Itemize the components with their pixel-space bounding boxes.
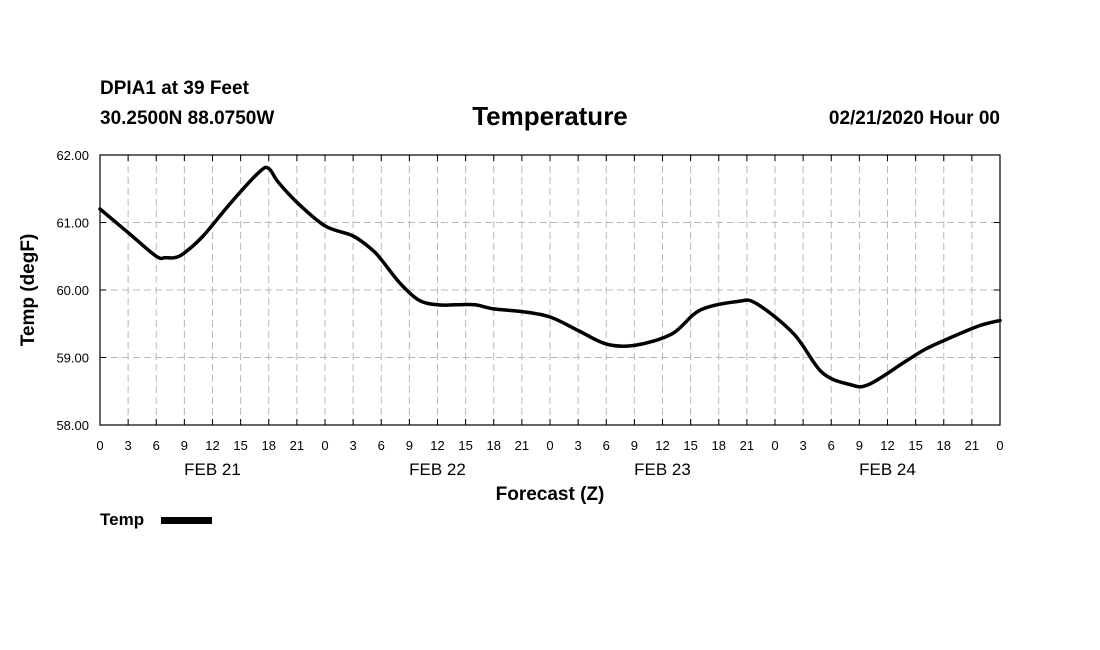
legend-label: Temp	[100, 510, 144, 529]
x-tick-label: 0	[546, 438, 553, 453]
x-tick-label: 18	[262, 438, 276, 453]
y-tick-label: 60.00	[56, 283, 89, 298]
x-tick-label: 6	[603, 438, 610, 453]
chart-title: Temperature	[472, 101, 628, 131]
x-tick-label: 0	[771, 438, 778, 453]
day-label: FEB 21	[184, 460, 241, 479]
x-axis-title: Forecast (Z)	[496, 484, 605, 505]
x-tick-label: 15	[683, 438, 697, 453]
x-tick-label: 18	[487, 438, 501, 453]
x-tick-label: 9	[181, 438, 188, 453]
y-axis-title: Temp (degF)	[18, 234, 39, 347]
x-tick-label: 15	[458, 438, 472, 453]
x-tick-label: 18	[712, 438, 726, 453]
y-tick-label: 62.00	[56, 148, 89, 163]
x-tick-label: 0	[996, 438, 1003, 453]
y-tick-labels: 58.00 59.00 60.00 61.00 62.00	[56, 148, 89, 433]
x-tick-label: 18	[937, 438, 951, 453]
x-tick-label: 3	[350, 438, 357, 453]
x-tick-label: 9	[631, 438, 638, 453]
x-tick-labels: 0 3 6 9 12 15 18 21 0 3 6 9 12 15 18 21 0 3 6 9 12 15 18 21 0 3 6 9…	[96, 438, 1003, 453]
x-tick-label: 6	[153, 438, 160, 453]
axis-ticks	[99, 154, 1001, 426]
y-tick-label: 61.00	[56, 216, 89, 231]
day-labels: FEB 21 FEB 22 FEB 23 FEB 24	[184, 460, 916, 479]
x-tick-label: 0	[321, 438, 328, 453]
day-label: FEB 22	[409, 460, 466, 479]
day-label: FEB 23	[634, 460, 691, 479]
x-tick-label: 9	[856, 438, 863, 453]
day-label: FEB 24	[859, 460, 916, 479]
x-tick-label: 12	[430, 438, 444, 453]
x-tick-label: 3	[125, 438, 132, 453]
x-tick-label: 12	[880, 438, 894, 453]
x-tick-label: 21	[965, 438, 979, 453]
x-tick-label: 21	[515, 438, 529, 453]
x-tick-label: 12	[655, 438, 669, 453]
x-tick-label: 15	[233, 438, 247, 453]
x-tick-label: 6	[378, 438, 385, 453]
coords-label: 30.2500N 88.0750W	[100, 108, 274, 129]
grid-lines	[100, 155, 1000, 425]
y-tick-label: 59.00	[56, 351, 89, 366]
x-tick-label: 9	[406, 438, 413, 453]
x-tick-label: 12	[205, 438, 219, 453]
x-tick-label: 15	[908, 438, 922, 453]
x-tick-label: 21	[290, 438, 304, 453]
run-time-label: 02/21/2020 Hour 00	[829, 108, 1000, 129]
station-label: DPIA1 at 39 Feet	[100, 78, 250, 99]
x-tick-label: 6	[828, 438, 835, 453]
x-tick-label: 21	[740, 438, 754, 453]
series-line-temp	[98, 165, 1002, 389]
legend-swatch	[161, 517, 212, 524]
x-tick-label: 3	[800, 438, 807, 453]
y-tick-label: 58.00	[56, 418, 89, 433]
x-tick-label: 0	[96, 438, 103, 453]
x-tick-label: 3	[575, 438, 582, 453]
